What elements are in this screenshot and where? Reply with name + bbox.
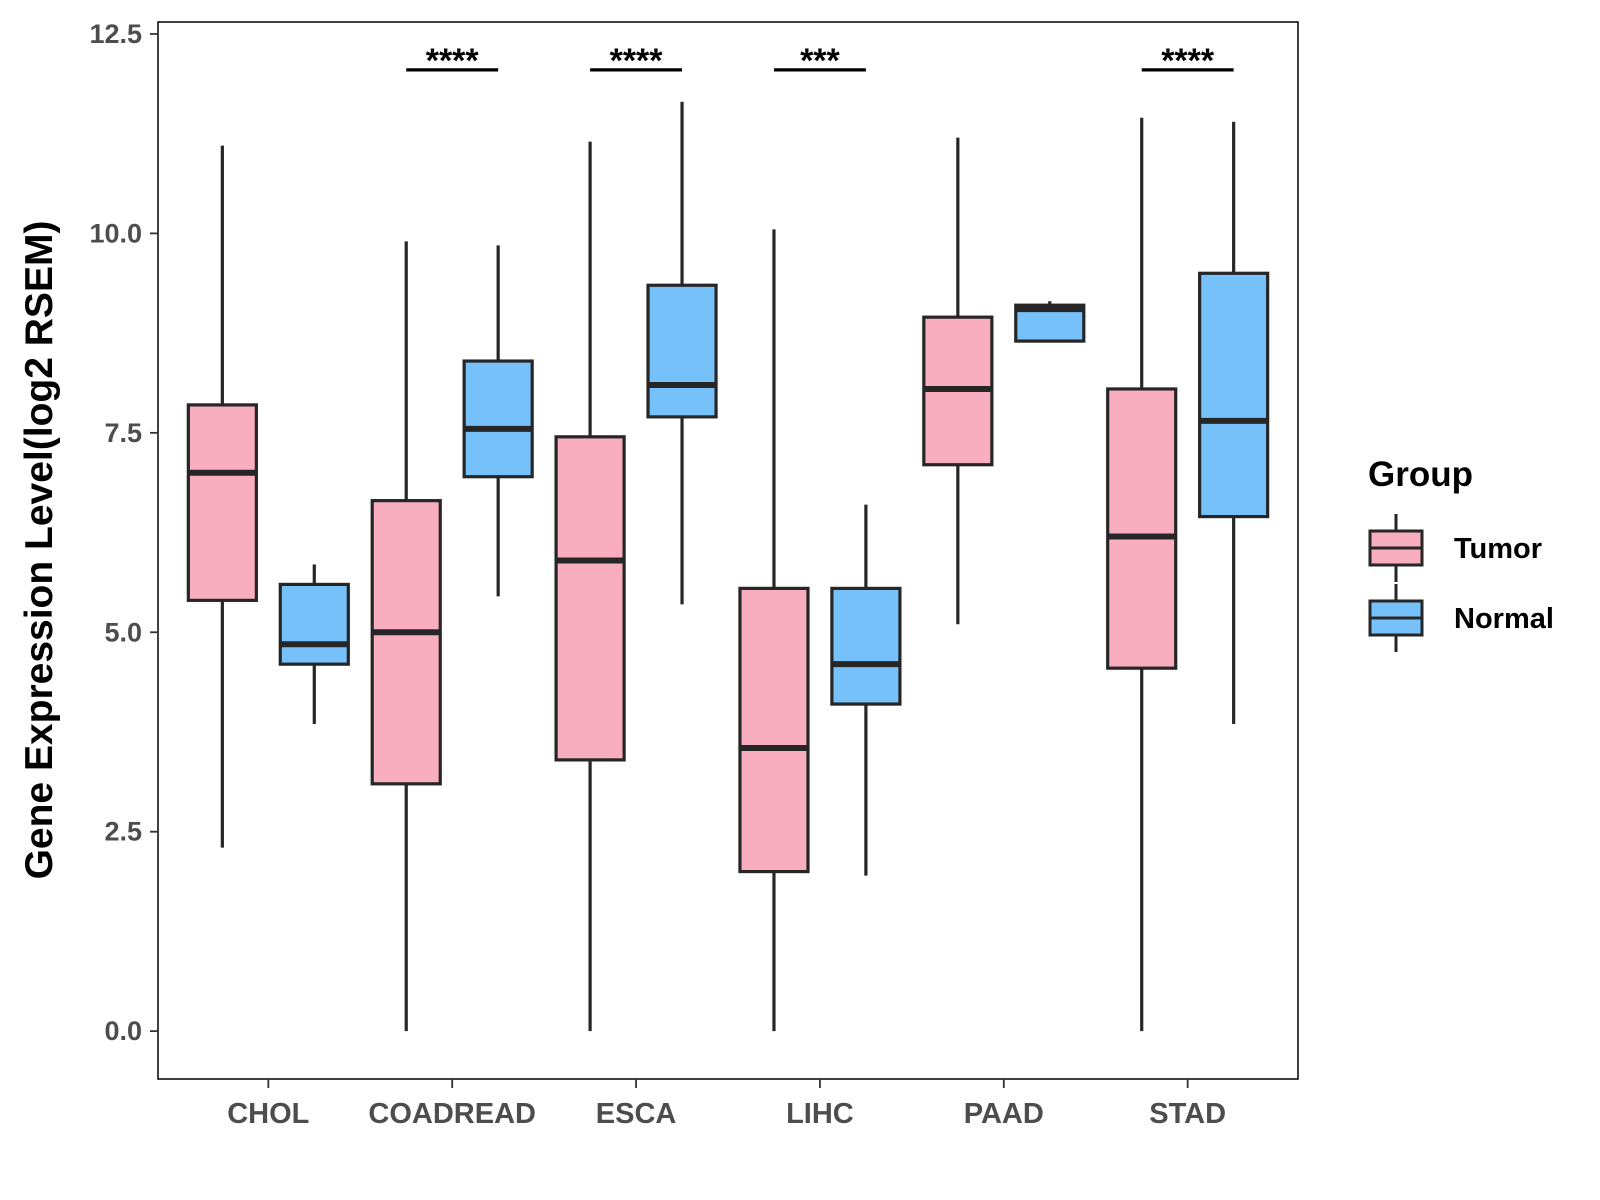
legend-title: Group bbox=[1368, 455, 1473, 494]
box-normal-esca bbox=[646, 101, 718, 605]
x-axis: CHOL COADREAD ESCA LIHC PAAD STAD bbox=[227, 1079, 1226, 1130]
box-body bbox=[186, 403, 258, 602]
box-group bbox=[186, 101, 1270, 1032]
box-body bbox=[1106, 387, 1178, 670]
box-tumor-paad bbox=[922, 137, 994, 625]
box-normal-coadread bbox=[462, 245, 534, 597]
y-tick-label: 2.5 bbox=[104, 817, 142, 847]
x-tick-label: STAD bbox=[1149, 1098, 1226, 1130]
box-body bbox=[1198, 271, 1270, 519]
x-tick-label: COADREAD bbox=[368, 1098, 536, 1130]
y-tick-label: 10.0 bbox=[89, 218, 142, 248]
box-body bbox=[278, 582, 350, 666]
box-tumor-chol bbox=[186, 145, 258, 848]
legend-item-tumor: Tumor bbox=[1368, 514, 1542, 582]
x-tick-label: PAAD bbox=[964, 1098, 1044, 1130]
box-body bbox=[646, 283, 718, 419]
x-tick-label: ESCA bbox=[596, 1098, 677, 1130]
box-normal-chol bbox=[278, 564, 350, 725]
box-tumor-stad bbox=[1106, 117, 1178, 1032]
y-tick-label: 0.0 bbox=[104, 1016, 142, 1046]
legend-label: Normal bbox=[1454, 603, 1554, 635]
box-body bbox=[462, 359, 534, 479]
x-tick-label: CHOL bbox=[227, 1098, 309, 1130]
box-tumor-coadread bbox=[370, 241, 442, 1032]
box-tumor-lihc bbox=[738, 229, 810, 1032]
y-tick-label: 5.0 bbox=[104, 617, 142, 647]
significance-label: *** bbox=[800, 42, 840, 80]
significance-label: **** bbox=[610, 42, 664, 80]
box-body bbox=[554, 435, 626, 762]
y-tick-label: 7.5 bbox=[104, 418, 142, 448]
significance-label: **** bbox=[1161, 42, 1215, 80]
x-tick-label: LIHC bbox=[786, 1098, 854, 1130]
box-normal-lihc bbox=[830, 504, 902, 876]
legend: Group Tumor Normal bbox=[1368, 455, 1554, 652]
significance-annotations: **** **** *** **** bbox=[406, 42, 1234, 80]
box-normal-stad bbox=[1198, 121, 1270, 725]
y-tick-label: 12.5 bbox=[89, 19, 142, 49]
significance-label: **** bbox=[426, 42, 480, 80]
box-body bbox=[738, 586, 810, 874]
box-body bbox=[830, 586, 902, 706]
box-body bbox=[370, 499, 442, 786]
y-axis: 0.0 2.5 5.0 7.5 10.0 12.5 bbox=[89, 19, 158, 1046]
box-tumor-esca bbox=[554, 141, 626, 1032]
y-axis-title: Gene Expression Level(log2 RSEM) bbox=[18, 221, 61, 880]
legend-label: Tumor bbox=[1454, 533, 1542, 565]
box-normal-paad bbox=[1014, 301, 1086, 343]
legend-item-normal: Normal bbox=[1368, 584, 1554, 652]
